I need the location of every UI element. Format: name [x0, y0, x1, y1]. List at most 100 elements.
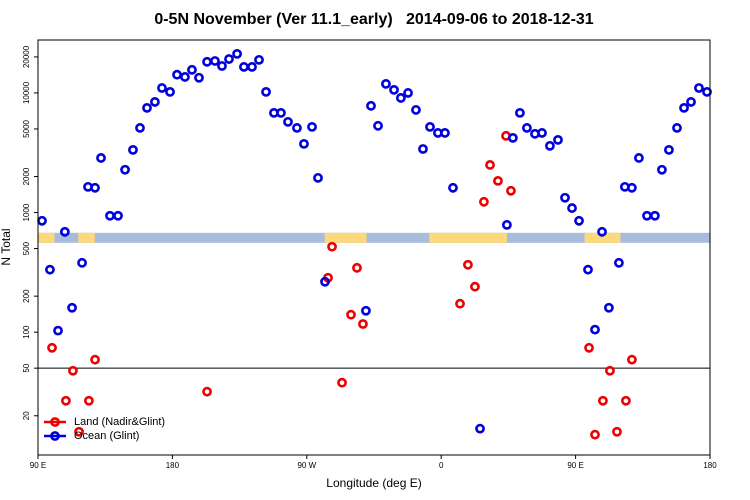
point [45, 264, 55, 275]
point [90, 354, 100, 365]
point [597, 226, 607, 237]
chart-title: 0-5N November (Ver 11.1_early) 2014-09-0… [154, 11, 593, 28]
y-tick-label: 20 [22, 411, 31, 420]
point [299, 138, 309, 149]
point [150, 97, 160, 107]
point [584, 342, 594, 353]
point [105, 210, 115, 221]
point [128, 144, 138, 155]
y-tick-label: 200 [22, 289, 31, 303]
point [614, 257, 624, 268]
point [567, 203, 577, 213]
point [470, 281, 480, 292]
point [694, 83, 704, 93]
mask-layer [38, 232, 710, 243]
legend-label: Ocean (Glint) [74, 430, 139, 442]
point [686, 97, 696, 107]
point [626, 354, 637, 365]
point [479, 196, 489, 207]
point [545, 140, 555, 151]
point [590, 429, 600, 440]
point [590, 324, 600, 335]
point [605, 365, 615, 376]
y-tick-label: 100 [22, 325, 31, 339]
point [440, 128, 450, 138]
point [187, 64, 197, 75]
point [165, 87, 175, 97]
point [292, 123, 302, 133]
point [373, 120, 383, 131]
point [604, 302, 614, 313]
point [612, 426, 622, 437]
point [180, 72, 190, 82]
point [77, 257, 87, 268]
land-band [584, 232, 621, 243]
ocean-band [38, 232, 710, 243]
point [142, 102, 152, 113]
point [307, 122, 317, 132]
land-band [324, 232, 367, 243]
point [247, 62, 257, 72]
x-axis-label: Longitude (deg E) [326, 476, 421, 490]
point [514, 107, 525, 118]
point [261, 87, 271, 97]
point [448, 182, 458, 193]
point [642, 210, 652, 221]
point [502, 219, 512, 230]
legend-label: Land (Nadir&Glint) [74, 416, 165, 428]
plot-frame [37, 39, 711, 456]
point [224, 54, 234, 64]
x-tick-label: 90 E [30, 461, 46, 470]
y-tick-label: 10000 [22, 81, 31, 104]
point [239, 62, 249, 72]
point [598, 395, 608, 406]
point [649, 210, 660, 221]
point [90, 182, 100, 193]
point [583, 264, 593, 275]
y-tick-label: 5000 [22, 119, 31, 137]
point [403, 88, 413, 98]
point [61, 395, 71, 406]
point [283, 116, 293, 127]
point [634, 153, 644, 163]
point [74, 426, 84, 437]
point [381, 78, 391, 89]
x-tick-label: 90 W [297, 461, 316, 470]
land-band [429, 232, 507, 243]
point [313, 172, 323, 183]
point [84, 395, 94, 406]
point [537, 128, 547, 138]
point [361, 305, 371, 316]
point [120, 164, 130, 175]
land-band [78, 232, 95, 243]
point [506, 185, 516, 196]
x-tick-label: 180 [703, 461, 717, 470]
point [463, 259, 473, 270]
y-tick-label: 2000 [22, 167, 31, 185]
point [664, 144, 674, 155]
x-tick-label: 180 [166, 461, 180, 470]
point [621, 395, 631, 406]
x-tick-label: 0 [439, 461, 444, 470]
point [157, 83, 167, 93]
point [574, 215, 584, 226]
point [327, 241, 337, 252]
point [276, 107, 286, 118]
point [626, 182, 637, 193]
point [96, 153, 106, 163]
point [254, 54, 264, 65]
point [657, 164, 667, 175]
point [418, 144, 428, 154]
point [232, 48, 242, 59]
point [59, 226, 70, 237]
point [172, 69, 182, 80]
y-tick-label: 20000 [22, 45, 31, 68]
point [553, 134, 563, 145]
point [425, 122, 435, 132]
point [366, 100, 376, 111]
point [395, 93, 406, 103]
point [493, 175, 503, 186]
point [135, 123, 145, 133]
point [67, 302, 77, 313]
